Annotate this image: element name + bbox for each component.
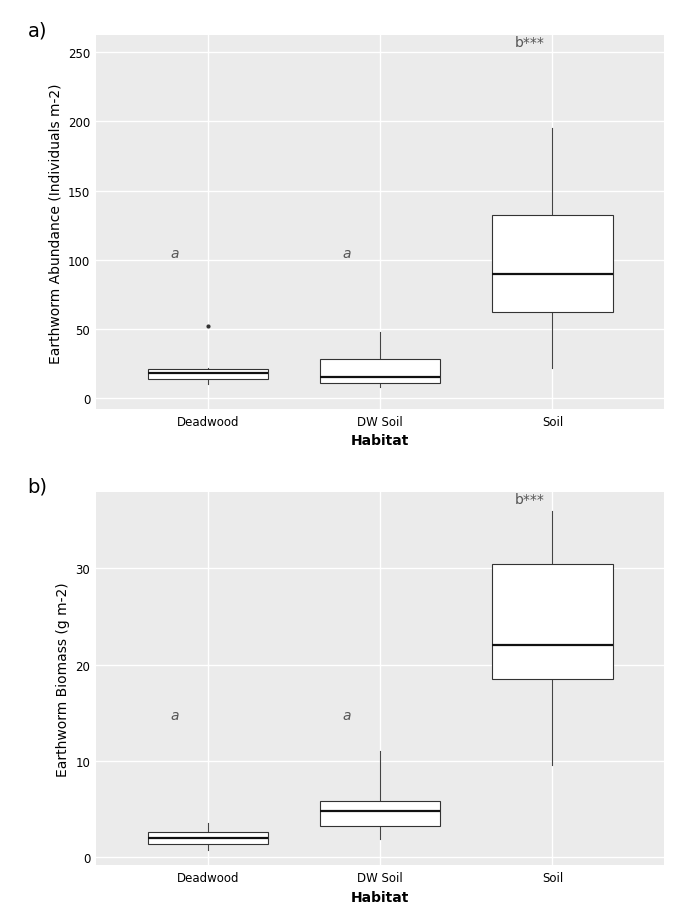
Text: b): b) <box>27 477 48 496</box>
Text: a: a <box>170 709 179 722</box>
Text: b***: b*** <box>514 493 545 507</box>
FancyBboxPatch shape <box>320 801 440 826</box>
FancyBboxPatch shape <box>320 360 440 384</box>
FancyBboxPatch shape <box>492 216 613 313</box>
X-axis label: Habitat: Habitat <box>351 434 410 448</box>
FancyBboxPatch shape <box>492 564 613 680</box>
FancyBboxPatch shape <box>147 370 269 380</box>
Y-axis label: Earthworm Biomass (g m-2): Earthworm Biomass (g m-2) <box>56 581 70 776</box>
X-axis label: Habitat: Habitat <box>351 889 410 904</box>
FancyBboxPatch shape <box>147 832 269 844</box>
Text: a: a <box>170 247 179 261</box>
Text: a: a <box>342 709 351 722</box>
Text: a: a <box>342 247 351 261</box>
Y-axis label: Earthworm Abundance (Individuals m-2): Earthworm Abundance (Individuals m-2) <box>49 83 62 363</box>
Text: a): a) <box>27 22 47 40</box>
Text: b***: b*** <box>514 36 545 50</box>
